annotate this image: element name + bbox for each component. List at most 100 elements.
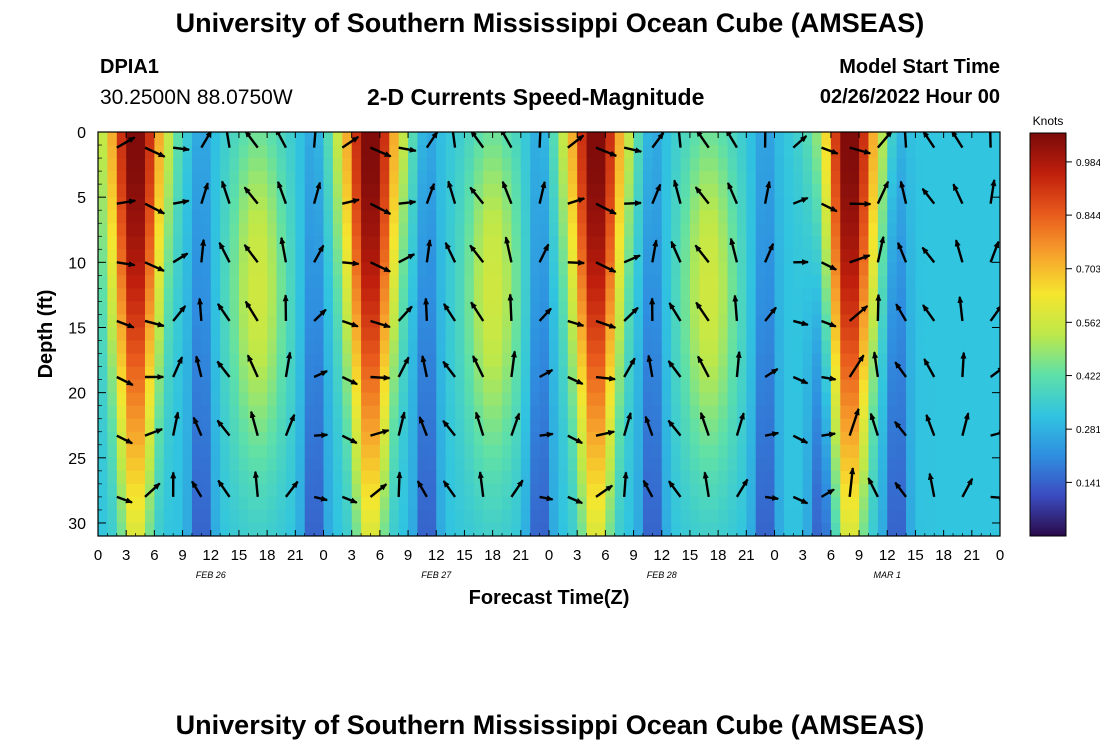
heatmap-cell — [595, 431, 606, 446]
heatmap-cell — [934, 470, 945, 485]
current-vector — [200, 132, 213, 149]
heatmap-cell — [586, 262, 597, 276]
heatmap-cell — [689, 392, 700, 407]
heatmap-cell — [502, 197, 513, 211]
heatmap-cell — [558, 379, 569, 394]
heatmap-cell — [220, 314, 231, 329]
heatmap-cell — [276, 158, 287, 172]
heatmap-cell — [455, 431, 466, 446]
heatmap-cell — [821, 197, 832, 211]
heatmap-cell — [802, 236, 813, 250]
heatmap-cell — [708, 236, 719, 250]
x-tick-label: 21 — [287, 547, 304, 564]
heatmap-cell — [238, 197, 249, 211]
heatmap-cell — [126, 405, 137, 420]
heatmap-cell — [426, 249, 437, 263]
heatmap-cell — [586, 236, 597, 250]
heatmap-cell — [220, 522, 231, 536]
heatmap-cell — [351, 431, 362, 446]
current-vector — [539, 368, 554, 379]
heatmap-cell — [868, 457, 879, 472]
heatmap-cell — [220, 236, 231, 250]
heatmap-cell — [830, 379, 841, 394]
heatmap-cell — [464, 223, 475, 237]
current-vector — [667, 360, 682, 378]
heatmap-cell — [689, 405, 700, 420]
heatmap-cell — [783, 249, 794, 263]
heatmap-cell — [154, 301, 165, 316]
heatmap-cell — [652, 145, 663, 159]
station-coords: 30.2500N 88.0750W — [100, 86, 293, 109]
heatmap-cell — [661, 379, 672, 394]
heatmap-cell — [530, 444, 541, 459]
heatmap-cell — [633, 457, 644, 472]
heatmap-cell — [736, 509, 747, 524]
heatmap-cell — [915, 418, 926, 433]
heatmap-cell — [849, 496, 860, 511]
heatmap-cell — [126, 522, 137, 536]
heatmap-cell — [774, 158, 785, 172]
heatmap-cell — [201, 301, 212, 316]
heatmap-cell — [370, 249, 381, 263]
heatmap-cell — [511, 405, 522, 420]
heatmap-cell — [840, 184, 851, 198]
heatmap-cell — [520, 288, 531, 303]
heatmap-cell — [821, 366, 832, 381]
heatmap-cell — [389, 327, 400, 342]
heatmap-cell — [774, 379, 785, 394]
heatmap-cell — [971, 184, 982, 198]
heatmap-cell — [323, 132, 334, 146]
heatmap-cell — [210, 405, 221, 420]
heatmap-cell — [802, 197, 813, 211]
heatmap-cell — [342, 366, 353, 381]
heatmap-cell — [332, 314, 343, 329]
heatmap-cell — [727, 314, 738, 329]
heatmap-cell — [605, 158, 616, 172]
heatmap-cell — [220, 366, 231, 381]
heatmap-cell — [398, 327, 409, 342]
current-vector — [921, 187, 936, 205]
heatmap-cell — [154, 236, 165, 250]
heatmap-cell — [98, 171, 108, 185]
heatmap-cell — [661, 353, 672, 368]
heatmap-cell — [455, 301, 466, 316]
current-vector — [957, 295, 964, 322]
heatmap-cell — [915, 509, 926, 524]
heatmap-cell — [614, 197, 625, 211]
heatmap-cell — [182, 392, 193, 407]
heatmap-cell — [586, 483, 597, 498]
heatmap-cell — [473, 483, 484, 498]
heatmap-cell — [859, 314, 870, 329]
heatmap-cell — [361, 444, 372, 459]
heatmap-cell — [248, 353, 259, 368]
current-vector — [595, 319, 617, 329]
heatmap-cell — [426, 405, 437, 420]
heatmap-cell — [783, 236, 794, 250]
heatmap-cell — [877, 444, 888, 459]
heatmap-cell — [135, 236, 146, 250]
heatmap-cell — [624, 483, 635, 498]
heatmap-cell — [173, 340, 184, 355]
current-vector — [670, 240, 682, 263]
heatmap-cell — [539, 444, 550, 459]
heatmap-cell — [595, 197, 606, 211]
heatmap-cell — [210, 444, 221, 459]
heatmap-cell — [746, 392, 757, 407]
heatmap-cell — [238, 418, 249, 433]
heatmap-cell — [314, 184, 325, 198]
heatmap-cell — [661, 197, 672, 211]
heatmap-cell — [520, 431, 531, 446]
heatmap-cell — [483, 249, 494, 263]
heatmap-cell — [642, 236, 653, 250]
heatmap-cell — [793, 288, 804, 303]
heatmap-cell — [361, 392, 372, 407]
heatmap-cell — [661, 132, 672, 146]
heatmap-cell — [859, 171, 870, 185]
current-vector — [342, 260, 360, 267]
heatmap-cell — [304, 496, 315, 511]
heatmap-cell — [624, 288, 635, 303]
heatmap-cell — [426, 431, 437, 446]
heatmap-cell — [633, 483, 644, 498]
heatmap-cell — [708, 470, 719, 485]
heatmap-cell — [605, 470, 616, 485]
